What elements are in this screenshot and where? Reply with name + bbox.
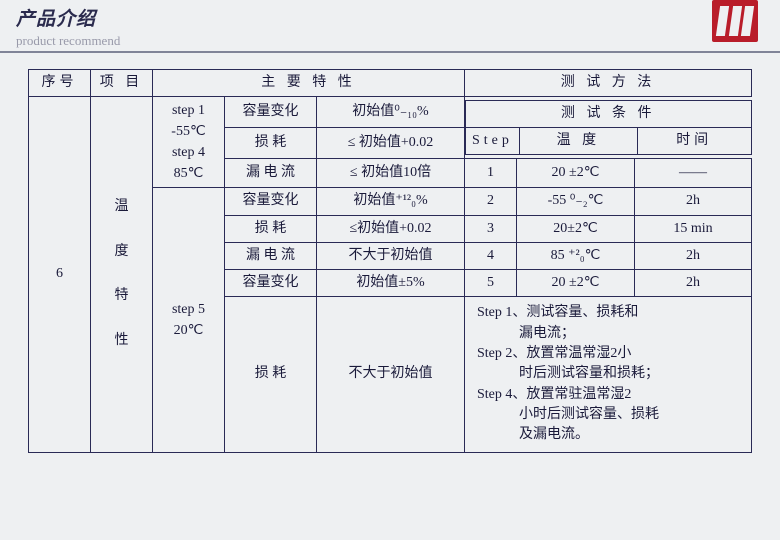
spec-table: 序号 项 目 主 要 特 性 测 试 方 法 6 温 度 特 性 step 1 … (28, 69, 752, 453)
val-cell: 初始值⁰₋₁₀% (317, 97, 465, 128)
step14-cell: step 1 -55℃ step 4 85℃ (153, 97, 225, 188)
prop-cell: 损 耗 (225, 127, 317, 158)
col-header-item: 项 目 (91, 70, 153, 97)
cond-cell: 3 (465, 215, 517, 242)
val-cell: ≤ 初始值10倍 (317, 158, 465, 188)
prop-cell: 容量变化 (225, 97, 317, 128)
cond-cell: 15 min (635, 215, 752, 242)
cond-temp-h: 温 度 (519, 127, 637, 154)
cond-cell: 1 (465, 158, 517, 188)
step1-label: step 1 (172, 103, 205, 118)
item-te: 特 (115, 288, 129, 303)
prop-cell: 漏 电 流 (225, 242, 317, 269)
col-header-seq: 序号 (29, 70, 91, 97)
cond-cell: 20 ±2℃ (517, 158, 635, 188)
content-area: 序号 项 目 主 要 特 性 测 试 方 法 6 温 度 特 性 step 1 … (0, 53, 780, 469)
prop-cell: 容量变化 (225, 270, 317, 297)
conditions-table: 测 试 条 件 Step 温 度 时间 (465, 100, 752, 156)
val-cell: 初始值⁺¹²₀% (317, 188, 465, 215)
prop-cell: 容量变化 (225, 188, 317, 215)
step5-temp: 20℃ (174, 323, 204, 338)
page-header: 产品介绍 product recommend (0, 0, 780, 53)
cond-title: 测 试 条 件 (466, 100, 752, 127)
step5-label: step 5 (172, 302, 205, 317)
cond-cell: —— (635, 158, 752, 188)
val-cell: 初始值±5% (317, 270, 465, 297)
item-cell: 温 度 特 性 (91, 97, 153, 452)
item-wen: 温 (115, 199, 129, 214)
brand-logo (712, 0, 758, 42)
header-title: 产品介绍 (16, 4, 120, 31)
cond-cell: 2h (635, 270, 752, 297)
seq-cell: 6 (29, 97, 91, 452)
cond-cell: -55 ⁰₋₂℃ (517, 188, 635, 215)
val-cell: 不大于初始值 (317, 242, 465, 269)
val-cell: ≤初始值+0.02 (317, 215, 465, 242)
header-subtitle: product recommend (16, 33, 120, 49)
cond-cell: 85 ⁺²₀℃ (517, 242, 635, 269)
note-line: 时后测试容量和损耗； (477, 364, 659, 384)
cond-cell: 20 ±2℃ (517, 270, 635, 297)
step1-temp: -55℃ (171, 124, 205, 139)
step5-cell: step 5 20℃ (153, 188, 225, 452)
cond-cell: 2h (635, 242, 752, 269)
cond-cell: 2 (465, 188, 517, 215)
cond-cell: 4 (465, 242, 517, 269)
col-header-testmethod: 测 试 方 法 (465, 70, 752, 97)
val-cell: ≤ 初始值+0.02 (317, 127, 465, 158)
prop-cell: 损 耗 (225, 215, 317, 242)
step4-label: step 4 (172, 145, 205, 160)
notes-cell: Step 1、测试容量、损耗和 漏电流； Step 2、放置常温常湿2小 时后测… (465, 297, 752, 452)
note-line: 小时后测试容量、损耗 (477, 405, 659, 425)
val-cell: 不大于初始值 (317, 297, 465, 452)
note-line: Step 1、测试容量、损耗和 (477, 305, 638, 320)
step4-temp: 85℃ (174, 166, 204, 181)
prop-cell: 漏 电 流 (225, 158, 317, 188)
cond-cell: 2h (635, 188, 752, 215)
col-header-mainprop: 主 要 特 性 (153, 70, 465, 97)
item-du: 度 (115, 244, 129, 259)
note-line: Step 4、放置常驻温常湿2 (477, 387, 631, 402)
cond-step-h: Step (466, 127, 520, 154)
cond-cell: 20±2℃ (517, 215, 635, 242)
item-xing: 性 (115, 333, 129, 348)
note-line: 及漏电流。 (477, 425, 589, 445)
seq-value: 6 (56, 266, 63, 281)
cond-cell: 5 (465, 270, 517, 297)
prop-cell: 损 耗 (225, 297, 317, 452)
note-line: 漏电流； (477, 324, 575, 344)
cond-time-h: 时间 (637, 127, 751, 154)
note-line: Step 2、放置常温常湿2小 (477, 346, 631, 361)
